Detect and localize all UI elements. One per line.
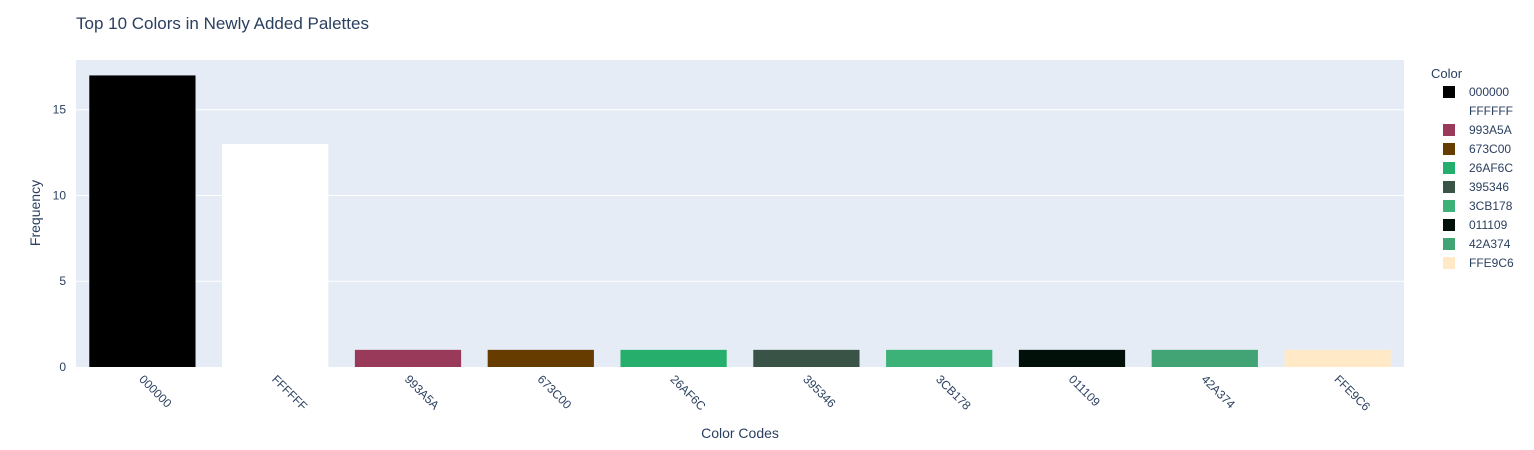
legend-label: 26AF6C bbox=[1469, 161, 1513, 175]
legend-label: 011109 bbox=[1469, 218, 1508, 232]
x-tick-label: FFFFFF bbox=[269, 372, 310, 413]
legend-swatch bbox=[1443, 143, 1455, 155]
y-tick-label: 0 bbox=[59, 360, 66, 374]
bars bbox=[89, 75, 1391, 367]
legend-item-ffe9c6[interactable]: FFE9C6 bbox=[1443, 256, 1514, 270]
x-tick-label: 395346 bbox=[800, 372, 838, 410]
legend-item-011109[interactable]: 011109 bbox=[1443, 218, 1508, 232]
x-tick-label: 26AF6C bbox=[667, 372, 708, 413]
legend-swatch bbox=[1443, 124, 1455, 136]
bar-673c00[interactable] bbox=[487, 349, 594, 367]
legend-swatch bbox=[1443, 181, 1455, 193]
bar-3cb178[interactable] bbox=[886, 349, 993, 367]
y-tick-label: 10 bbox=[53, 188, 67, 202]
bar-ffffff[interactable] bbox=[222, 144, 329, 367]
x-tick-label: 000000 bbox=[136, 372, 174, 410]
legend-item-26af6c[interactable]: 26AF6C bbox=[1443, 161, 1513, 175]
legend-label: 395346 bbox=[1469, 180, 1509, 194]
legend-swatch bbox=[1443, 200, 1455, 212]
legend-label: 3CB178 bbox=[1469, 199, 1513, 213]
legend-label: FFFFFF bbox=[1469, 104, 1513, 118]
bar-993a5a[interactable] bbox=[354, 349, 462, 367]
bar-000000[interactable] bbox=[89, 75, 196, 367]
legend-title: Color bbox=[1431, 66, 1463, 81]
bar-ffe9c6[interactable] bbox=[1284, 349, 1391, 367]
x-tick-label: 993A5A bbox=[402, 372, 442, 412]
legend-item-395346[interactable]: 395346 bbox=[1443, 180, 1509, 194]
legend-label: 42A374 bbox=[1469, 237, 1511, 251]
legend-swatch bbox=[1443, 238, 1455, 250]
legend-label: 673C00 bbox=[1469, 142, 1511, 156]
legend-label: 993A5A bbox=[1469, 123, 1512, 137]
legend-item-42a374[interactable]: 42A374 bbox=[1443, 237, 1511, 251]
legend-label: FFE9C6 bbox=[1469, 256, 1514, 270]
legend-label: 000000 bbox=[1469, 85, 1509, 99]
bar-26af6c[interactable] bbox=[620, 349, 727, 367]
x-tick-label: 3CB178 bbox=[933, 372, 974, 413]
legend-item-ffffff[interactable]: FFFFFF bbox=[1443, 104, 1513, 118]
bar-42a374[interactable] bbox=[1151, 349, 1258, 367]
bar-395346[interactable] bbox=[753, 349, 860, 367]
legend-swatch bbox=[1443, 162, 1455, 174]
x-tick-label: 011109 bbox=[1066, 372, 1103, 409]
legend-swatch bbox=[1443, 219, 1455, 231]
legend-swatch bbox=[1443, 257, 1455, 269]
x-tick-label: FFE9C6 bbox=[1331, 372, 1373, 414]
legend-swatch bbox=[1443, 86, 1455, 98]
x-tick-label: 42A374 bbox=[1199, 372, 1238, 411]
legend-item-673c00[interactable]: 673C00 bbox=[1443, 142, 1511, 156]
x-tick-label: 673C00 bbox=[535, 372, 575, 412]
legend-item-3cb178[interactable]: 3CB178 bbox=[1443, 199, 1513, 213]
bar-011109[interactable] bbox=[1018, 349, 1126, 367]
y-tick-label: 5 bbox=[59, 274, 66, 288]
x-axis-ticks: 000000 FFFFFF 993A5A 673C00 26AF6C 395346 3CB1… bbox=[136, 372, 1373, 414]
legend[interactable]: Color 000000 FFFFFF 993A5A 673C00 26AF6C 3953… bbox=[1431, 66, 1514, 270]
legend-item-000000[interactable]: 000000 bbox=[1443, 85, 1509, 99]
x-axis-title: Color Codes bbox=[701, 425, 779, 441]
y-tick-label: 15 bbox=[53, 103, 67, 117]
y-axis-ticks: 0 5 10 15 bbox=[53, 103, 67, 374]
legend-swatch bbox=[1443, 105, 1455, 117]
legend-item-993a5a[interactable]: 993A5A bbox=[1443, 123, 1512, 137]
chart-title: Top 10 Colors in Newly Added Palettes bbox=[76, 14, 369, 33]
y-axis-title: Frequency bbox=[27, 180, 43, 246]
